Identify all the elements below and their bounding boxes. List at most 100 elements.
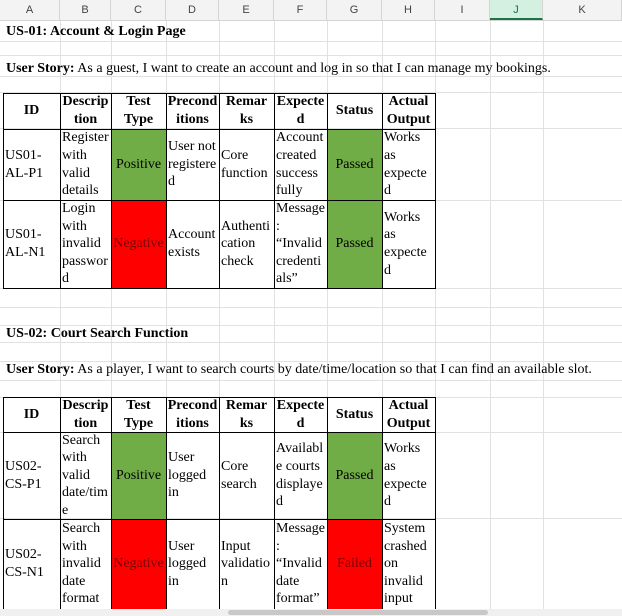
cell-id[interactable]: US02- CS-N1 <box>3 519 60 609</box>
column-header-k[interactable]: K <box>543 0 622 20</box>
cell-test-type[interactable]: Negative <box>111 200 166 288</box>
column-header-j[interactable]: J <box>490 0 543 20</box>
column-header-h[interactable]: H <box>382 0 435 20</box>
cell-line: check <box>221 253 254 269</box>
header-description[interactable]: Descrip tion <box>60 397 111 432</box>
cell-actual[interactable]: Works as expecte d <box>382 432 435 519</box>
cell-line: US02- <box>5 547 42 563</box>
column-header-i[interactable]: I <box>435 0 490 20</box>
header-preconditions[interactable]: Precond itions <box>166 397 219 432</box>
cell-description[interactable]: Search with invalid date format <box>60 519 111 609</box>
cell-line: registere <box>168 156 217 172</box>
cell-description[interactable]: Register with valid details <box>60 129 111 200</box>
header-preconditions[interactable]: Precond itions <box>166 93 219 129</box>
cell-line: Input <box>221 538 251 554</box>
header-remarks[interactable]: Remar ks <box>219 93 274 129</box>
cell-line: Register <box>62 130 109 146</box>
cell-test-type[interactable]: Positive <box>111 432 166 519</box>
cell-line: in <box>168 485 179 501</box>
column-header-d[interactable]: D <box>166 0 219 20</box>
header-actual[interactable]: Actual Output <box>382 397 435 432</box>
cell-line: Works <box>384 209 421 225</box>
header-id[interactable]: ID <box>3 93 60 129</box>
cell-line: date/tim <box>62 485 108 501</box>
cell-expected[interactable]: Account created success fully <box>274 129 327 200</box>
cell-line: d <box>168 174 175 190</box>
cell-line: as <box>384 147 396 163</box>
header-actual[interactable]: Actual Output <box>382 93 435 129</box>
row-gridline <box>0 55 622 56</box>
cell-line: invalid <box>62 556 101 572</box>
table-border <box>327 93 328 289</box>
cell-expected[interactable]: Message: “Invalid date format” <box>274 519 327 609</box>
table-border <box>435 397 436 610</box>
cell-preconditions[interactable]: User logged in <box>166 519 219 609</box>
scrollbar-thumb[interactable] <box>228 610 488 615</box>
cell-test-type[interactable]: Positive <box>111 129 166 200</box>
cell-remarks[interactable]: Core function <box>219 129 274 200</box>
header-remarks[interactable]: Remar ks <box>219 397 274 432</box>
column-gridline <box>111 21 112 616</box>
cell-id[interactable]: US01- AL-N1 <box>3 200 60 288</box>
cell-status[interactable]: Passed <box>327 432 382 519</box>
cell-line: exists <box>168 245 200 260</box>
cell-id[interactable]: US02- CS-P1 <box>3 432 60 519</box>
cell-expected[interactable]: Availabl e courts displaye d <box>274 432 327 519</box>
header-expected[interactable]: Expecte d <box>274 397 327 432</box>
cell-status[interactable]: Passed <box>327 200 382 288</box>
cell-line: on <box>384 556 398 572</box>
cell-line: Actual <box>388 397 429 413</box>
header-test-type[interactable]: Test Type <box>111 397 166 432</box>
table-border <box>274 397 275 610</box>
cell-remarks[interactable]: Core search <box>219 432 274 519</box>
header-test-type[interactable]: Test Type <box>111 93 166 129</box>
cell-actual[interactable]: System crashed on invalid input <box>382 519 435 609</box>
cell-id[interactable]: US01- AL-P1 <box>3 129 60 200</box>
horizontal-scrollbar[interactable] <box>0 609 622 616</box>
cell-line: d <box>384 183 391 199</box>
column-header-c[interactable]: C <box>111 0 166 20</box>
column-header-e[interactable]: E <box>219 0 274 20</box>
header-status[interactable]: Status <box>327 93 382 129</box>
row-gridline <box>0 342 622 343</box>
cell-status[interactable]: Passed <box>327 129 382 200</box>
header-description[interactable]: Descrip tion <box>60 93 111 129</box>
column-header-g[interactable]: G <box>327 0 382 20</box>
cell-expected[interactable]: Message: “Invalid credenti als” <box>274 200 327 288</box>
cell-line: “Invalid <box>276 236 322 252</box>
cell-status[interactable]: Failed <box>327 519 382 609</box>
cell-actual[interactable]: Works as expecte d <box>382 200 435 288</box>
header-id[interactable]: ID <box>3 397 60 432</box>
cell-line: Status <box>335 103 374 119</box>
column-header-a[interactable]: A <box>0 0 60 20</box>
cell-line: search <box>221 476 257 492</box>
column-header-f[interactable]: F <box>274 0 327 20</box>
cell-line: “Invalid <box>276 556 322 572</box>
cell-remarks[interactable]: Authenti cation check <box>219 200 274 288</box>
table-border <box>327 397 328 610</box>
cell-line: details <box>62 183 99 199</box>
cell-description[interactable]: Search with valid date/tim e <box>60 432 111 519</box>
cell-description[interactable]: Login with invalid passwor d <box>60 200 111 288</box>
cell-line: Precond <box>167 94 218 110</box>
cell-line: Core <box>221 147 249 163</box>
cell-line: Type <box>123 112 154 127</box>
header-status[interactable]: Status <box>327 397 382 432</box>
cell-preconditions[interactable]: User not registere d <box>166 129 219 200</box>
cell-actual[interactable]: Works as expecte d <box>382 129 435 200</box>
row-gridline <box>0 128 622 129</box>
header-expected[interactable]: Expecte d <box>274 93 327 129</box>
cell-line: Actual <box>388 94 429 110</box>
row-gridline <box>0 76 622 77</box>
cell-preconditions[interactable]: Account exists <box>166 200 219 288</box>
cell-line: Message <box>276 521 325 537</box>
user-story-label: User Story: <box>6 362 75 377</box>
cell-line: CS-P1 <box>5 476 42 492</box>
cell-test-type[interactable]: Negative <box>111 519 166 609</box>
cell-line: passwor <box>62 253 108 269</box>
cell-preconditions[interactable]: User logged in <box>166 432 219 519</box>
cell-line: Type <box>123 415 154 431</box>
cell-remarks[interactable]: Input validatio n <box>219 519 274 609</box>
cell-line: logged <box>168 556 207 572</box>
column-header-b[interactable]: B <box>60 0 111 20</box>
